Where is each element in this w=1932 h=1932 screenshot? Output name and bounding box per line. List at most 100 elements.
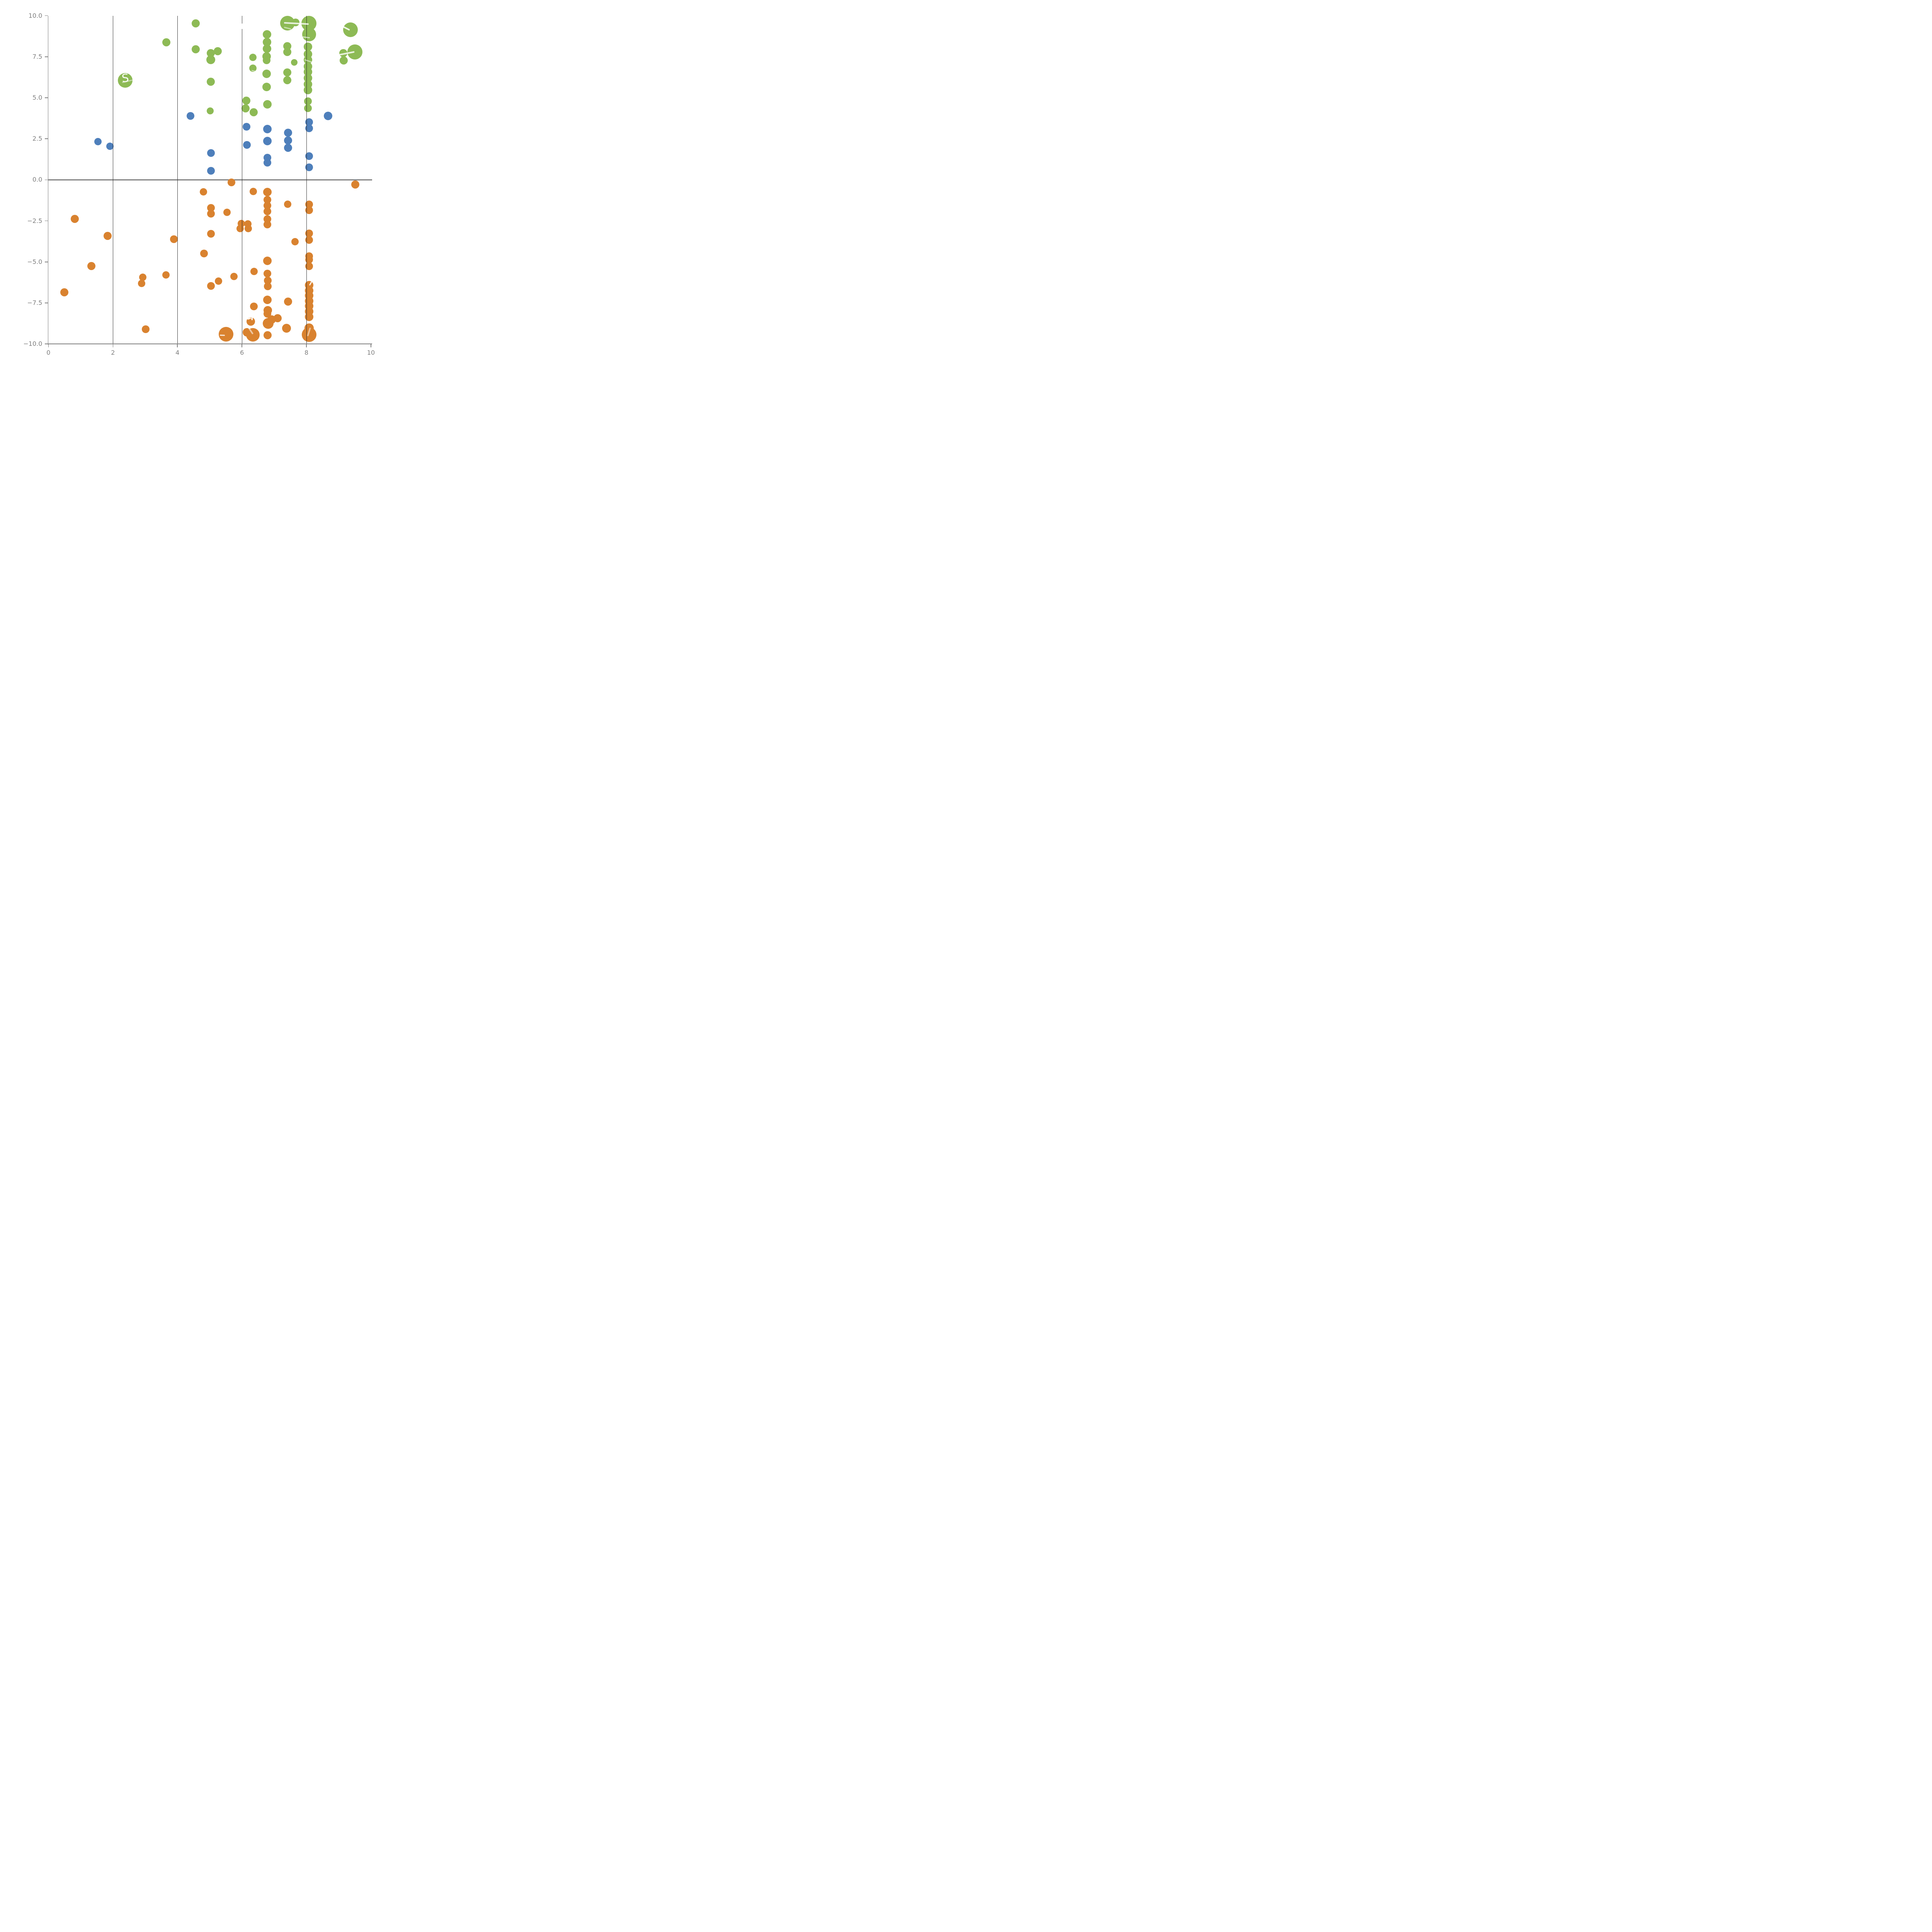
scatter-point-orange — [305, 200, 313, 208]
scatter-point-orange — [71, 215, 79, 223]
scatter-point-orange — [103, 232, 112, 240]
scatter-point-orange — [263, 295, 272, 304]
scatter-plot-figure: 10.0 7.5 5.0 2.5 0.0 −2.5 −5.0 −7.5 −10.0 0 2 4 6 8 10… — [0, 0, 386, 386]
scatter-point-blue — [94, 138, 102, 145]
scatter-point-green — [206, 77, 215, 86]
x-tick-label-8: 8 — [304, 349, 309, 357]
scatter-point-orange — [207, 209, 215, 218]
scatter-point-green — [249, 108, 258, 116]
scatter-point-green — [242, 96, 251, 105]
scatter-point-blue — [323, 112, 332, 121]
scatter-point-orange — [200, 249, 208, 257]
scatter-point-green — [214, 47, 222, 55]
scatter-point-orange — [284, 298, 292, 306]
scatter-point-orange — [351, 180, 359, 189]
scatter-point-orange — [263, 188, 272, 197]
scatter-point-green — [304, 97, 312, 105]
scatter-point-orange — [228, 179, 236, 187]
x-tick-label-2: 2 — [111, 349, 115, 357]
white-line-fragment — [219, 334, 225, 336]
y-tick-2.5 — [44, 138, 48, 139]
y-tick-label-−10.0: −10.0 — [23, 340, 43, 348]
x-tick-label-4: 4 — [175, 349, 180, 357]
y-tick-10.0 — [44, 15, 48, 16]
scatter-point-orange — [246, 317, 255, 326]
scatter-point-blue — [305, 124, 313, 132]
gridline-x-8 — [306, 15, 307, 344]
scatter-point-green — [343, 22, 358, 37]
gridline-x-4 — [177, 15, 178, 344]
scatter-point-orange — [87, 262, 95, 270]
y-tick-label-10.0: 10.0 — [28, 12, 43, 19]
scatter-point-green — [304, 43, 313, 51]
scatter-point-orange — [305, 206, 313, 214]
scatter-point-orange — [162, 271, 170, 279]
scatter-point-orange — [264, 207, 272, 215]
y-tick-5.0 — [44, 97, 48, 98]
scatter-point-green — [192, 19, 200, 28]
white-notch-bar — [251, 316, 253, 321]
scatter-point-green — [207, 107, 214, 115]
scatter-point-orange — [304, 313, 313, 321]
scatter-point-orange — [219, 327, 234, 342]
y-axis-spine — [48, 15, 49, 345]
scatter-point-green — [263, 37, 272, 46]
scatter-point-green — [162, 38, 171, 47]
scatter-point-orange — [141, 325, 150, 333]
scatter-point-orange — [200, 188, 207, 196]
y-tick-label-0.0: 0.0 — [32, 176, 43, 184]
scatter-point-green — [263, 56, 271, 65]
scatter-point-green — [249, 54, 257, 61]
scatter-point-green — [283, 48, 291, 56]
white-notch — [342, 19, 348, 24]
scatter-point-blue — [263, 136, 272, 145]
scatter-point-blue — [186, 112, 194, 120]
scatter-point-orange — [60, 288, 68, 296]
scatter-point-green — [249, 65, 257, 72]
y-tick-7.5 — [44, 56, 48, 57]
scatter-point-green — [302, 27, 316, 42]
y-tick-label-5.0: 5.0 — [32, 94, 43, 101]
x-tick-8 — [306, 344, 307, 348]
scatter-point-green — [241, 104, 250, 112]
y-tick-label-7.5: 7.5 — [32, 53, 43, 60]
scatter-point-blue — [305, 163, 313, 171]
scatter-point-orange — [214, 277, 222, 285]
scatter-point-green — [206, 55, 215, 65]
scatter-point-green — [283, 68, 292, 77]
scatter-point-blue — [207, 149, 215, 157]
scatter-point-orange — [236, 225, 244, 233]
scatter-point-orange — [230, 272, 238, 280]
scatter-point-green — [263, 30, 272, 39]
y-tick-label-2.5: 2.5 — [32, 135, 43, 143]
x-tick-label-10: 10 — [367, 349, 375, 357]
scatter-point-green — [262, 82, 271, 91]
scatter-point-orange — [305, 236, 313, 244]
scatter-point-green — [262, 69, 271, 78]
scatter-point-blue — [264, 159, 272, 167]
scatter-point-orange — [249, 188, 257, 196]
scatter-point-green — [263, 44, 272, 53]
zero-line — [48, 179, 372, 180]
x-tick-4 — [177, 344, 178, 348]
scatter-point-orange — [263, 256, 272, 265]
y-tick-label-−5.0: −5.0 — [27, 258, 43, 265]
plot-area: 10.0 7.5 5.0 2.5 0.0 −2.5 −5.0 −7.5 −10.0 0 2 4 6 8 10… — [0, 0, 386, 386]
scatter-point-orange — [305, 256, 313, 264]
scatter-point-blue — [305, 152, 313, 160]
scatter-point-green — [291, 59, 298, 66]
scatter-point-orange — [223, 208, 231, 216]
scatter-point-green — [192, 45, 200, 53]
scatter-point-blue — [243, 141, 251, 149]
white-gridline-gap — [240, 23, 244, 29]
scatter-point-orange — [207, 282, 215, 290]
scatter-point-green — [304, 104, 312, 112]
scatter-point-orange — [250, 302, 258, 310]
scatter-point-orange — [284, 201, 292, 208]
scatter-point-orange — [291, 238, 299, 246]
y-tick-label-−2.5: −2.5 — [27, 217, 43, 224]
x-tick-0 — [48, 344, 49, 348]
scatter-point-green — [206, 49, 215, 57]
scatter-point-blue — [284, 144, 292, 152]
scatter-point-orange — [138, 280, 146, 287]
